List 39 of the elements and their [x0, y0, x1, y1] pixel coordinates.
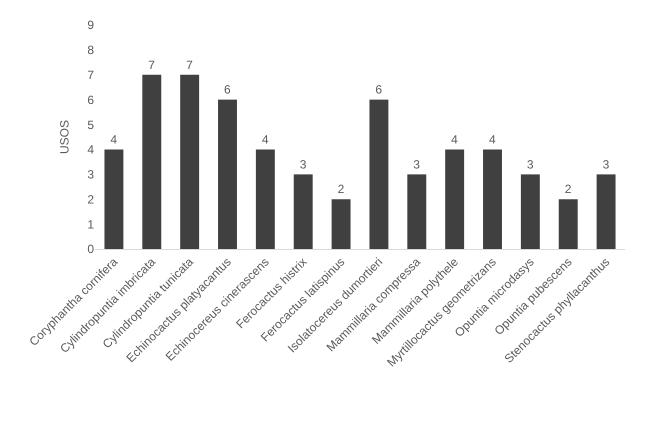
- data-label: 2: [564, 182, 572, 196]
- data-label: 4: [489, 132, 496, 146]
- bar: [558, 199, 578, 249]
- bar: [256, 149, 275, 249]
- y-tick-label: 2: [87, 192, 94, 206]
- y-tick-label: 1: [87, 217, 94, 232]
- y-tick-label: 7: [87, 68, 94, 82]
- y-tick-label: 4: [87, 142, 94, 157]
- data-label: 2: [338, 182, 345, 196]
- data-label: 3: [526, 157, 534, 172]
- data-label: 4: [451, 132, 458, 146]
- y-tick-label: 8: [87, 43, 94, 58]
- bar: [294, 174, 313, 249]
- data-label: 6: [224, 82, 231, 97]
- y-tick-label: 3: [87, 168, 94, 182]
- data-label: 7: [186, 58, 194, 72]
- bar: [180, 74, 200, 249]
- y-axis-title: USOS: [58, 120, 72, 154]
- data-label: 3: [300, 157, 307, 172]
- bar: [596, 174, 616, 249]
- data-label: 6: [375, 82, 382, 97]
- bar: [407, 174, 426, 249]
- data-label: 3: [602, 157, 610, 172]
- bar: [520, 174, 540, 249]
- bar: [218, 100, 237, 249]
- bar: [445, 149, 464, 249]
- y-tick-label: 5: [87, 118, 94, 132]
- data-label: 4: [110, 132, 118, 146]
- data-label: 7: [148, 58, 156, 72]
- y-tick-label: 6: [87, 92, 94, 107]
- y-tick-label: 9: [87, 18, 94, 32]
- data-label: 4: [262, 132, 269, 146]
- data-label: 3: [413, 157, 420, 172]
- bar: [142, 74, 162, 249]
- bar: [104, 149, 124, 249]
- bar: [483, 149, 502, 249]
- y-tick-label: 0: [87, 242, 94, 256]
- bar: [332, 199, 351, 249]
- bar: [369, 100, 388, 249]
